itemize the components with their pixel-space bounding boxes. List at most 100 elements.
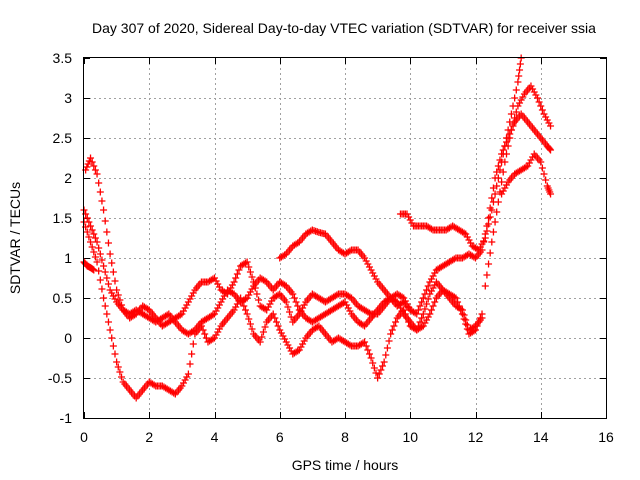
data-point-marker [230,306,238,314]
data-point-marker [181,376,189,384]
data-point-marker [286,308,294,316]
data-point-marker [256,338,264,346]
data-point-marker [529,153,537,161]
data-point-marker [514,78,522,86]
data-point-marker [189,289,197,297]
data-point-marker [264,303,272,311]
data-point-marker [494,174,502,182]
data-point-marker [392,318,400,326]
series-track [276,226,414,314]
data-point-marker [421,319,429,327]
data-point-marker [261,323,269,331]
data-point-marker [431,298,439,306]
data-point-marker [361,254,369,262]
data-point-marker [87,238,95,246]
data-point-marker [499,168,507,176]
data-point-marker [406,306,414,314]
y-tick-label: 2.5 [53,130,73,146]
data-point-marker [473,322,481,330]
data-point-marker [359,339,367,347]
data-point-marker [276,326,284,334]
data-point-marker [114,291,122,299]
data-point-marker [245,291,253,299]
data-point-marker [199,326,207,334]
data-point-marker [522,163,530,171]
data-point-marker [91,234,99,242]
data-point-marker [452,294,460,302]
data-point-marker [186,360,194,368]
data-point-marker [390,322,398,330]
data-point-marker [281,281,289,289]
data-point-marker [365,309,373,317]
data-point-marker [545,119,553,127]
data-point-marker [527,156,535,164]
data-point-marker [427,287,435,295]
data-point-marker [91,166,99,174]
data-point-marker [88,158,96,166]
x-tick-label: 16 [598,429,614,445]
data-point-marker [380,358,388,366]
data-point-marker [367,266,375,274]
data-point-marker [344,304,352,312]
data-point-marker [292,298,300,306]
data-point-marker [493,182,501,190]
data-point-marker [294,347,302,355]
data-point-marker [189,340,197,348]
data-point-marker [346,307,354,315]
y-tick-label: 3.5 [53,50,73,66]
data-point-marker [450,255,458,263]
data-point-marker [398,293,406,301]
data-point-marker [108,259,116,267]
data-point-marker [333,291,341,299]
data-point-marker [178,382,186,390]
data-point-marker [493,208,501,216]
data-point-marker [246,288,254,296]
data-point-marker [269,310,277,318]
data-point-marker [295,346,303,354]
data-point-marker [215,283,223,291]
data-point-marker [515,72,523,80]
data-point-marker [96,276,104,284]
data-point-marker [241,295,249,303]
data-point-marker [502,150,510,158]
data-point-marker [241,259,249,267]
data-point-marker [540,170,548,178]
data-point-marker [214,280,222,288]
data-point-marker [83,163,91,171]
data-point-marker [364,260,372,268]
data-point-marker [494,162,502,170]
data-point-marker [266,300,274,308]
data-point-marker [537,158,545,166]
data-point-marker [387,330,395,338]
data-point-marker [88,243,96,251]
data-point-marker [542,113,550,121]
data-point-marker [108,334,116,342]
data-point-marker [100,262,108,270]
data-point-marker [214,304,222,312]
data-point-marker [212,307,220,315]
data-point-marker [103,310,111,318]
data-point-marker [489,228,497,236]
data-point-marker [188,292,196,300]
data-point-marker [364,346,372,354]
data-point-marker [475,318,483,326]
data-point-marker [457,306,465,314]
data-point-marker [184,298,192,306]
data-point-marker [258,333,266,341]
y-tick-label: 1.5 [53,210,73,226]
data-point-marker [498,190,506,198]
data-point-marker [346,341,354,349]
data-point-marker [406,216,414,224]
data-point-marker [476,314,484,322]
data-point-marker [170,389,178,397]
data-point-marker [248,273,256,281]
plot-frame [83,57,607,419]
data-point-marker [98,256,106,264]
data-point-marker [546,145,554,153]
data-point-marker [294,302,302,310]
data-point-marker [201,330,209,338]
data-point-marker [299,340,307,348]
y-axis-label: SDTVAR / TECUs [7,182,23,294]
data-point-marker [547,122,555,130]
